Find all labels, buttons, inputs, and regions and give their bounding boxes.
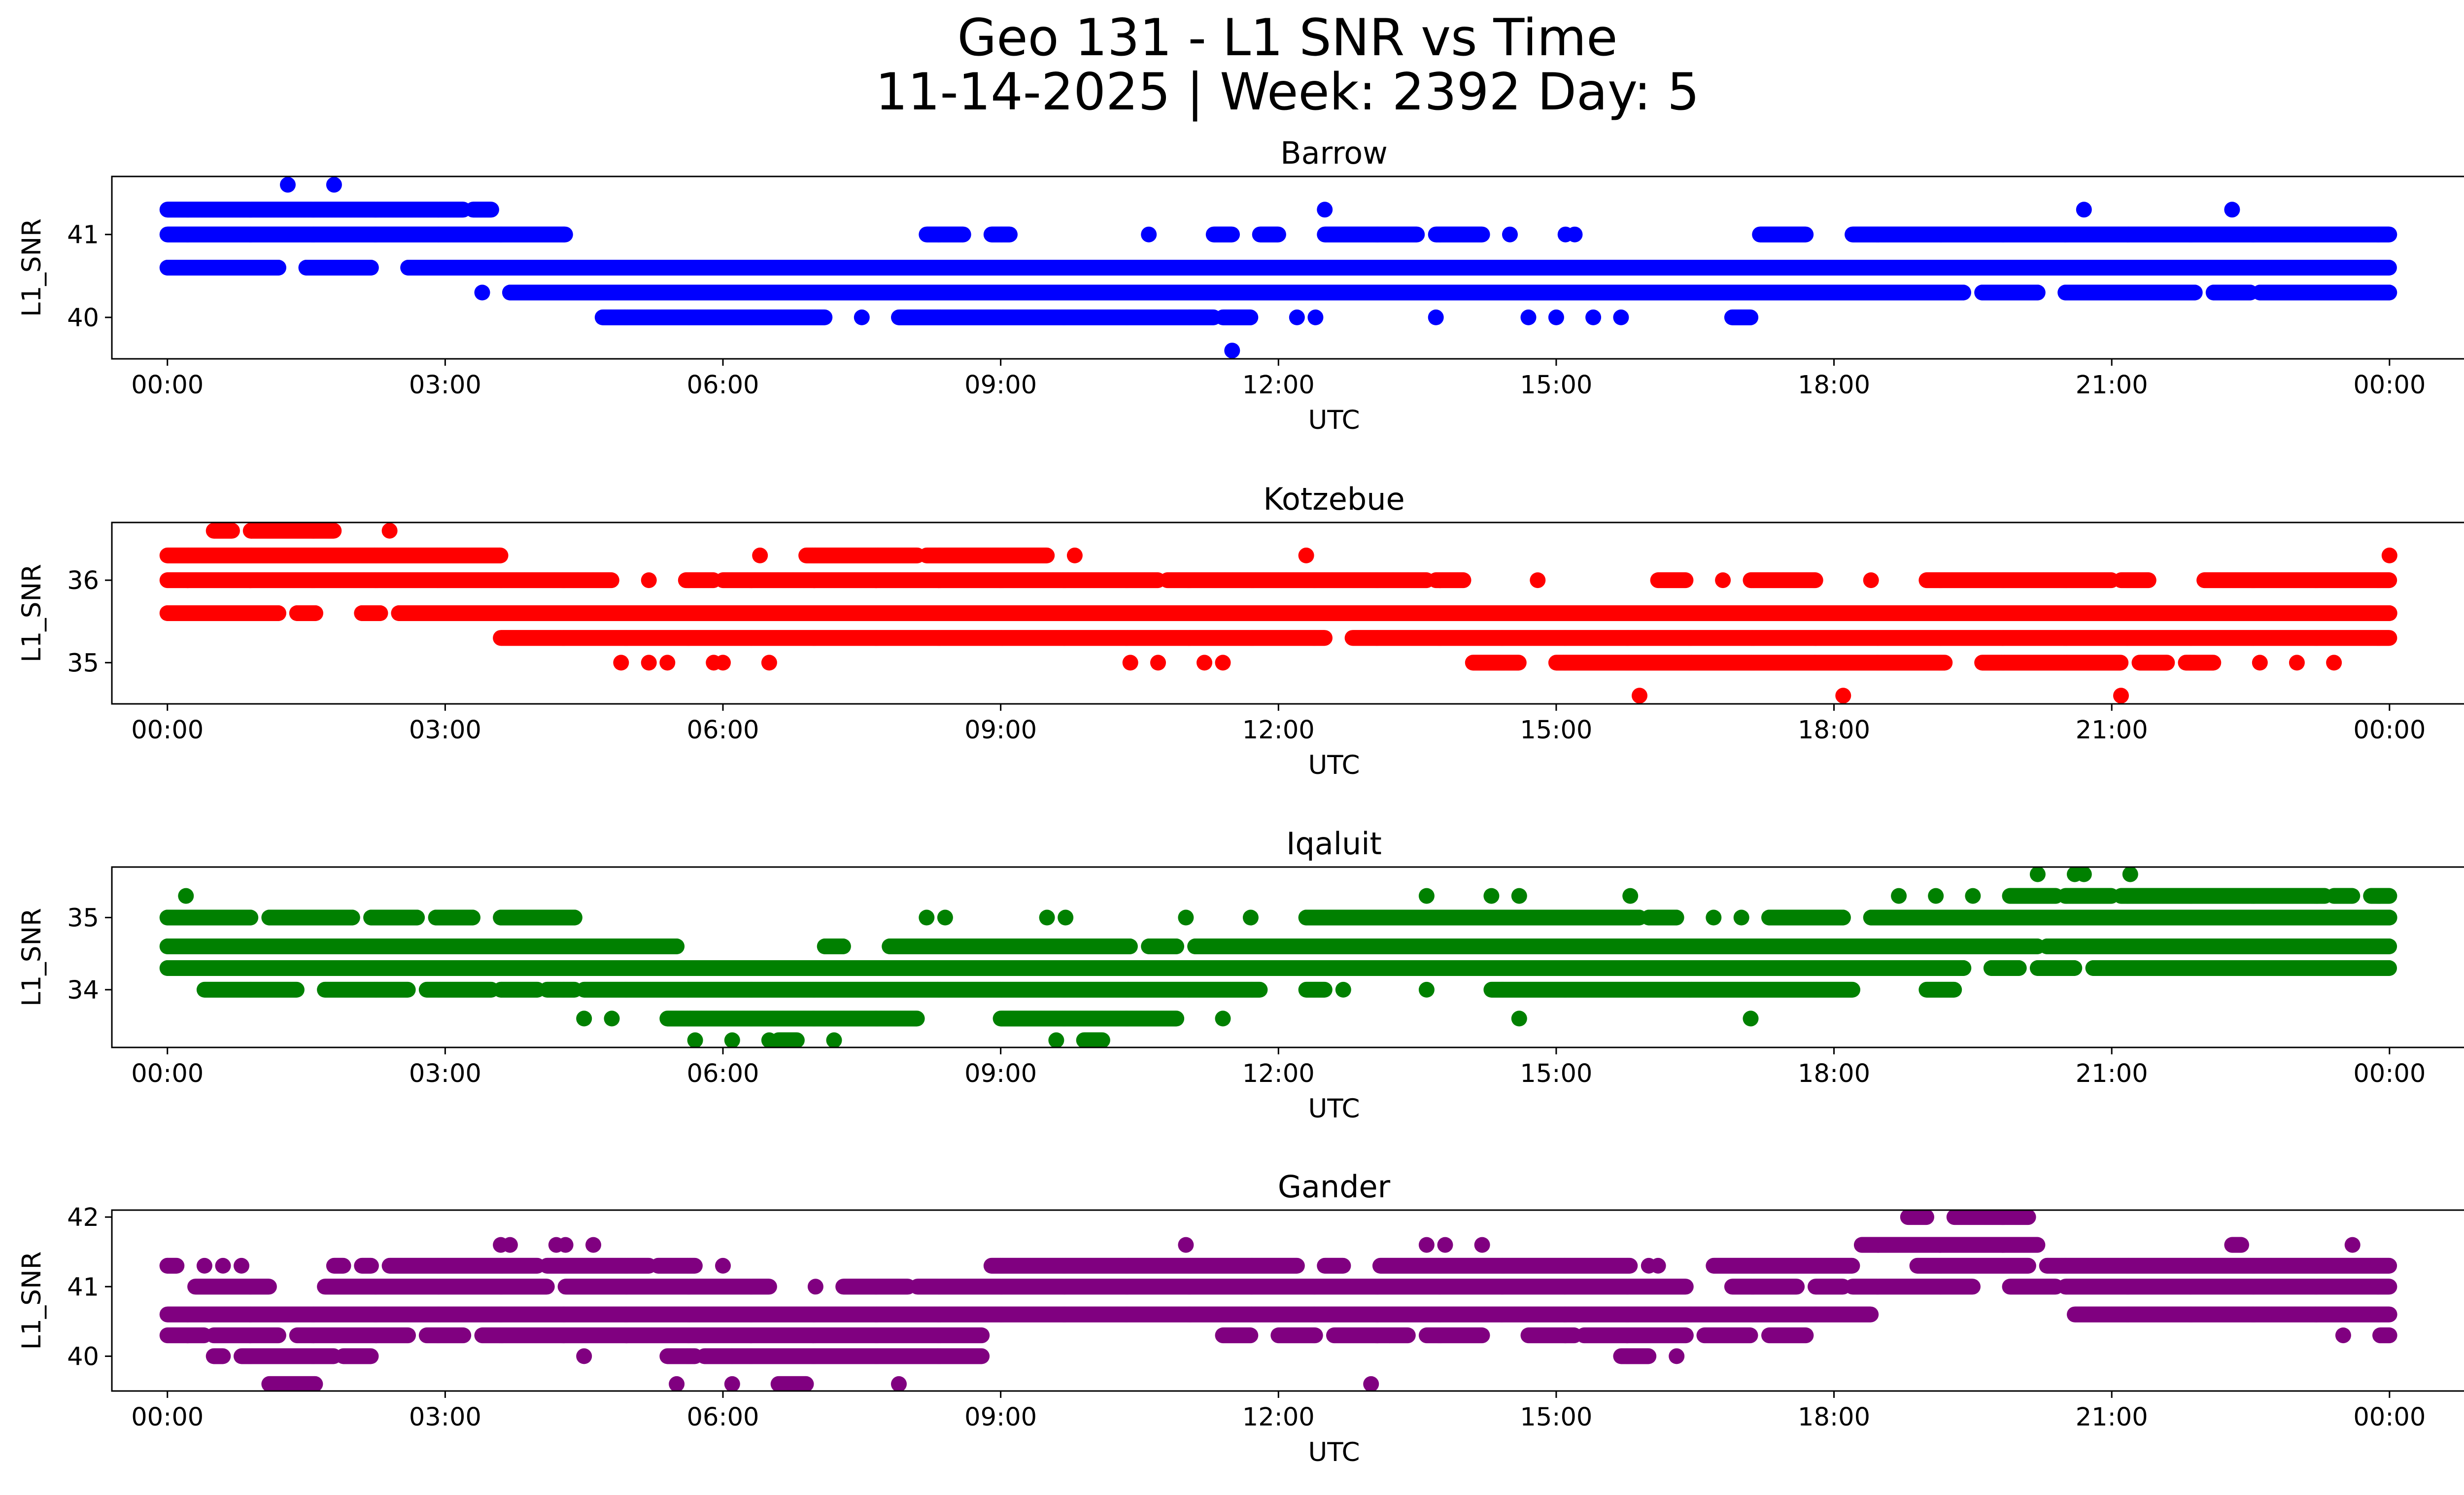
data-point — [1224, 226, 1240, 243]
data-point — [2381, 226, 2397, 243]
data-point — [955, 226, 971, 243]
figure-title-line2: 11-14-2025 | Week: 2392 Day: 5 — [0, 67, 2464, 118]
data-point — [1798, 226, 1814, 243]
figure-title-line1: Geo 131 - L1 SNR vs Time — [0, 13, 2464, 64]
data-point — [483, 202, 499, 218]
data-series-barrow — [159, 176, 2397, 359]
data-point — [557, 226, 573, 243]
subplot-title: Barrow — [1280, 135, 1388, 171]
data-point — [1270, 226, 1286, 243]
data-point — [1409, 226, 1425, 243]
data-point — [363, 260, 379, 276]
data-point — [1002, 226, 1018, 243]
data-point — [271, 260, 286, 276]
